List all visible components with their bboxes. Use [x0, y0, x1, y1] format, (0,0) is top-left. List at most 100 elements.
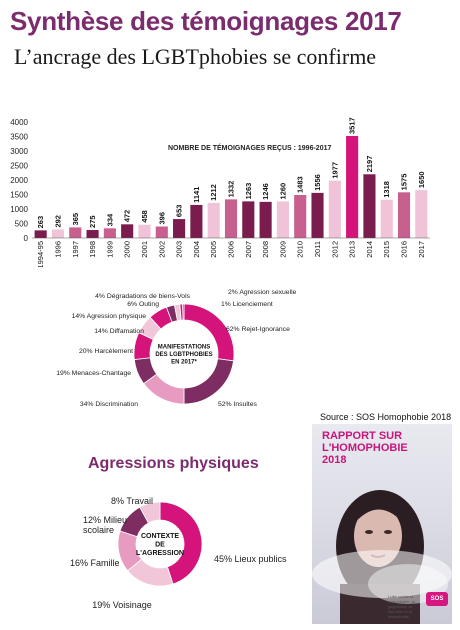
- bar: [380, 199, 393, 238]
- bar: [397, 192, 411, 238]
- sos-homophobie-logo: SOS: [426, 592, 448, 606]
- bar-value-label: 263: [36, 216, 45, 229]
- bar: [224, 199, 238, 238]
- page-subtitle: L’ancrage des LGBTphobies se confirme: [14, 44, 377, 69]
- bar: [34, 230, 47, 238]
- bar: [86, 230, 99, 238]
- slice-label: 6% Outing: [127, 301, 159, 308]
- y-tick-label: 1000: [10, 205, 28, 214]
- category-label: 2017: [417, 241, 426, 258]
- bar-chart-title: NOMBRE DE TÉMOIGNAGES REÇUS : 1996-2017: [168, 143, 331, 152]
- bar-value-label: 1575: [400, 174, 409, 191]
- slice-label: 14% Agression physique: [72, 313, 147, 320]
- bar-value-label: 3517: [348, 117, 357, 134]
- category-label: 2002: [157, 241, 166, 258]
- bar: [294, 194, 307, 238]
- bar-value-label: 472: [123, 210, 132, 223]
- bar: [207, 202, 220, 238]
- y-tick-label: 0: [24, 234, 29, 243]
- bar: [415, 190, 428, 238]
- bar: [311, 192, 324, 238]
- bar-value-label: 1483: [296, 176, 305, 193]
- bar: [190, 204, 203, 238]
- bar-value-label: 1332: [227, 181, 236, 198]
- category-label: 2014: [365, 241, 374, 258]
- slice-label: 2% Agression sexuelle: [228, 289, 297, 296]
- bar: [51, 229, 65, 238]
- slice-label: 19% Voisinage: [92, 600, 152, 610]
- bar: [259, 201, 272, 238]
- bar-value-label: 1263: [244, 183, 253, 200]
- slice-label: 1% Licenciement: [221, 301, 273, 308]
- bar-value-label: 396: [157, 212, 166, 225]
- bar-value-label: 1556: [313, 174, 322, 191]
- category-label: 1997: [71, 241, 80, 258]
- bar-value-label: 653: [175, 205, 184, 218]
- slice-label: 62% Rejet-Ignorance: [226, 326, 290, 333]
- donut-slice: [182, 303, 185, 321]
- bar-value-label: 365: [71, 213, 80, 226]
- category-label: 2004: [192, 241, 201, 258]
- category-label: 2006: [227, 241, 236, 258]
- donut-center-label: CONTEXTE DE L'AGRESSION: [136, 533, 184, 557]
- category-label: 2008: [261, 241, 270, 258]
- bar: [138, 224, 151, 238]
- bar: [103, 228, 116, 238]
- slice-label: 16% Famille: [70, 558, 120, 568]
- bar-value-label: 1318: [382, 181, 391, 198]
- bar-value-label: 275: [88, 216, 97, 229]
- bar-value-label: 334: [105, 213, 114, 226]
- bar-value-label: 292: [53, 215, 62, 228]
- testimony-bar-chart: 0 500 1000 1500 2000 2500 3000 3500 4000 263 1994-…: [10, 117, 430, 267]
- bar: [328, 180, 341, 238]
- category-label: 2016: [400, 241, 409, 258]
- category-label: 1999: [105, 241, 114, 258]
- category-label: 1998: [88, 241, 97, 258]
- portrait-photo: [312, 490, 452, 624]
- bar-value-label: 2197: [365, 156, 374, 173]
- physical-aggressions-title: Agressions physiques: [88, 455, 259, 472]
- bar: [69, 227, 82, 238]
- slice-label: 45% Lieux publics: [214, 554, 287, 564]
- category-label: 2010: [296, 241, 305, 258]
- bar: [363, 174, 376, 238]
- cover-tagline: Lutte contre la lesbophobie, la gayphobi…: [388, 594, 415, 619]
- bar: [173, 219, 186, 238]
- slice-label: 14% Diffamation: [94, 328, 144, 335]
- donut-slice: [139, 501, 161, 524]
- y-tick-label: 3000: [10, 147, 28, 156]
- y-tick-label: 2000: [10, 176, 28, 185]
- y-tick-label: 1500: [10, 191, 28, 200]
- report-cover: RAPPORT SUR L'HOMOPHOBIE 2018 Lutte cont…: [312, 424, 452, 624]
- y-tick-label: 3500: [10, 133, 28, 142]
- category-label: 2015: [382, 241, 391, 258]
- bar: [242, 201, 255, 238]
- category-label: 2000: [123, 241, 132, 258]
- slice-label: 8% Travail: [111, 496, 153, 506]
- category-label: 2001: [140, 241, 149, 258]
- donut-center-label: MANIFESTATIONS DES LGBTPHOBIES EN 2017*: [155, 345, 212, 366]
- category-label: 2013: [348, 241, 357, 258]
- category-label: 2003: [175, 241, 184, 258]
- slice-label: 4% Dégradations de biens-Vols: [95, 293, 190, 300]
- category-label: 2012: [330, 241, 339, 258]
- bar: [155, 226, 168, 238]
- bar-value-label: 1977: [330, 162, 339, 179]
- category-label: 1996: [53, 241, 62, 258]
- bar-value-label: 1260: [278, 183, 287, 200]
- bar-value-label: 458: [140, 210, 149, 223]
- source-label: Source : SOS Homophobie 2018: [320, 412, 452, 422]
- category-label: 2009: [278, 241, 287, 258]
- bar-value-label: 1212: [209, 184, 218, 201]
- category-label: 2005: [209, 241, 218, 258]
- bar: [276, 201, 289, 238]
- y-tick-label: 2500: [10, 162, 28, 171]
- slice-label: 19% Menaces-Chantage: [56, 370, 131, 377]
- slice-label: 34% Discrimination: [80, 401, 138, 408]
- category-label: 2011: [313, 241, 322, 257]
- slice-label: 12% Milieu scolaire: [83, 515, 127, 535]
- y-tick-label: 4000: [10, 118, 28, 127]
- y-tick-label: 500: [15, 220, 29, 229]
- page-title: Synthèse des témoignages 2017: [10, 6, 402, 36]
- category-label: 2007: [244, 241, 253, 258]
